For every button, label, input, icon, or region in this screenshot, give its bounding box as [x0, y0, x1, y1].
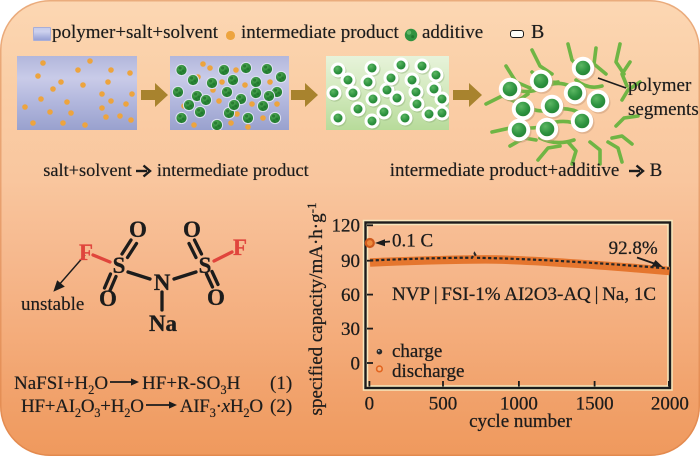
svg-text:NVP | FSI-1% AI2O3-AQ | Na, 1C: NVP | FSI-1% AI2O3-AQ | Na, 1C [392, 284, 656, 305]
svg-text:O: O [129, 217, 147, 242]
svg-text:O: O [207, 285, 225, 310]
svg-text:90: 90 [341, 251, 360, 272]
svg-text:O: O [99, 286, 117, 311]
svg-text:1500: 1500 [576, 393, 614, 414]
svg-text:92.8%: 92.8% [609, 238, 658, 259]
svg-text:60: 60 [341, 285, 360, 306]
svg-text:0: 0 [365, 393, 375, 414]
svg-text:0.1 C: 0.1 C [392, 231, 433, 252]
svg-text:S: S [199, 253, 212, 278]
svg-text:O: O [183, 217, 201, 242]
svg-text:specified capacity/mA·h·g-1: specified capacity/mA·h·g-1 [304, 203, 327, 416]
svg-text:0: 0 [351, 353, 361, 374]
svg-text:500: 500 [429, 393, 458, 414]
svg-text:N: N [154, 270, 171, 295]
svg-text:Na: Na [149, 311, 178, 336]
svg-text:30: 30 [341, 319, 360, 340]
svg-text:S: S [113, 253, 126, 278]
svg-text:120: 120 [332, 216, 361, 237]
svg-text:cycle number: cycle number [469, 411, 573, 432]
svg-text:1000: 1000 [500, 393, 538, 414]
svg-text:discharge: discharge [392, 361, 464, 382]
svg-text:F: F [233, 235, 247, 260]
svg-text:F: F [79, 240, 93, 265]
svg-text:charge: charge [392, 341, 442, 362]
svg-text:2000: 2000 [651, 393, 689, 414]
